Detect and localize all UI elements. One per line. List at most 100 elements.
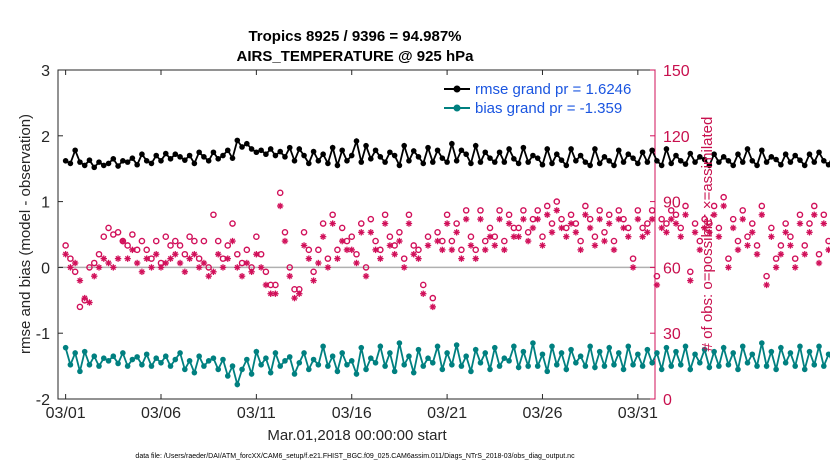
x-tick-label: 03/26	[522, 405, 562, 422]
bias-point	[558, 350, 565, 356]
plot-axes	[57, 69, 656, 400]
obs-assimilated-point	[706, 229, 713, 236]
obs-assimilated-point	[677, 233, 684, 240]
bias-point	[487, 366, 493, 373]
bias-point	[115, 360, 121, 367]
obs-assimilated-point	[114, 255, 122, 262]
bias-point	[658, 366, 665, 373]
obs-possible-point	[133, 246, 141, 254]
obs-possible-point	[543, 202, 551, 210]
obs-possible-point	[768, 224, 775, 232]
obs-assimilated-point	[701, 224, 708, 232]
obs-possible-point	[610, 237, 618, 245]
obs-possible-point	[791, 255, 799, 262]
obs-possible-point	[601, 229, 608, 236]
series-lines	[62, 137, 830, 388]
rmse-point	[258, 147, 264, 154]
obs-assimilated-point	[133, 259, 141, 267]
obs-assimilated-point	[668, 215, 675, 223]
obs-assimilated-point	[596, 215, 603, 223]
rmse-point	[410, 148, 417, 154]
bias-point	[520, 348, 527, 355]
bias-point	[806, 348, 813, 355]
y2-tick-label: 90	[663, 195, 681, 212]
rmse-point	[129, 155, 136, 161]
obs-possible-point	[424, 233, 432, 240]
rmse-point	[563, 162, 570, 169]
rmse-point	[592, 146, 598, 152]
bias-point	[258, 361, 264, 368]
obs-assimilated-point	[324, 264, 332, 271]
bias-point	[458, 363, 465, 369]
y-tick-label: -2	[36, 392, 50, 409]
obs-possible-point	[62, 242, 69, 249]
bias-point	[825, 351, 830, 358]
rmse-point	[506, 146, 512, 152]
bias-point	[754, 363, 760, 369]
obs-assimilated-point	[424, 242, 432, 249]
rmse-point	[267, 146, 274, 152]
rmse-point	[391, 152, 398, 159]
obs-possible-point	[548, 220, 556, 227]
rmse-point	[186, 152, 193, 159]
x-axis-ticks: 03/01 03/06 03/11 03/16 03/21 03/26 03/31	[46, 70, 658, 422]
obs-assimilated-point	[157, 264, 165, 271]
obs-possible-point	[71, 268, 79, 276]
bias-point	[444, 350, 450, 356]
legend-bias-marker	[453, 104, 461, 112]
bias-point	[730, 350, 737, 356]
rmse-point	[534, 155, 541, 161]
bias-point	[167, 363, 174, 369]
rmse-point	[620, 159, 627, 165]
bias-point	[67, 361, 74, 368]
rmse-point	[348, 152, 355, 159]
bias-point	[129, 356, 136, 363]
obs-possible-point	[782, 220, 789, 227]
obs-assimilated-point	[505, 220, 513, 227]
bias-point	[282, 358, 288, 364]
legend: rmse grand pr = 1.6246 bias grand pr = -…	[444, 81, 631, 117]
rmse-point	[482, 149, 489, 156]
obs-assimilated-point	[791, 264, 799, 271]
rmse-point	[821, 158, 827, 164]
obs-assimilated-point	[534, 215, 541, 223]
obs-possible-point	[377, 246, 384, 254]
obs-assimilated-point	[553, 207, 560, 214]
bias-point	[553, 361, 560, 368]
obs-assimilated-point	[648, 215, 656, 223]
bias-point	[253, 348, 260, 355]
rmse-point	[682, 161, 689, 167]
obs-assimilated-point	[529, 224, 537, 232]
rmse-point	[368, 156, 374, 162]
bias-point	[120, 350, 126, 356]
rmse-point	[139, 151, 145, 158]
bias-point	[706, 364, 713, 371]
bias-point	[186, 358, 193, 364]
bias-point	[434, 343, 441, 350]
bias-point	[229, 363, 236, 369]
obs-possible-point	[672, 211, 680, 219]
obs-possible-point	[152, 237, 160, 245]
obs-possible-point	[400, 255, 408, 262]
bias-point	[449, 361, 455, 368]
bias-point	[248, 371, 255, 377]
bias-point	[110, 353, 117, 360]
obs-assimilated-point	[687, 277, 694, 284]
rmse-point	[329, 144, 336, 151]
obs-assimilated-point	[644, 229, 651, 236]
rmse-point	[697, 154, 703, 160]
bias-point	[387, 350, 393, 356]
obs-possible-point	[448, 237, 456, 245]
bias-point	[81, 348, 88, 355]
obs-possible-point	[486, 224, 494, 232]
obs-assimilated-point	[229, 237, 236, 245]
bias-point	[739, 343, 746, 350]
bias-point	[582, 363, 589, 369]
rmse-point	[325, 160, 331, 167]
obs-assimilated-point	[334, 255, 341, 262]
bias-point	[506, 358, 512, 364]
obs-assimilated-point	[496, 215, 503, 223]
obs-possible-point	[558, 215, 565, 223]
obs-possible-point	[243, 246, 251, 254]
